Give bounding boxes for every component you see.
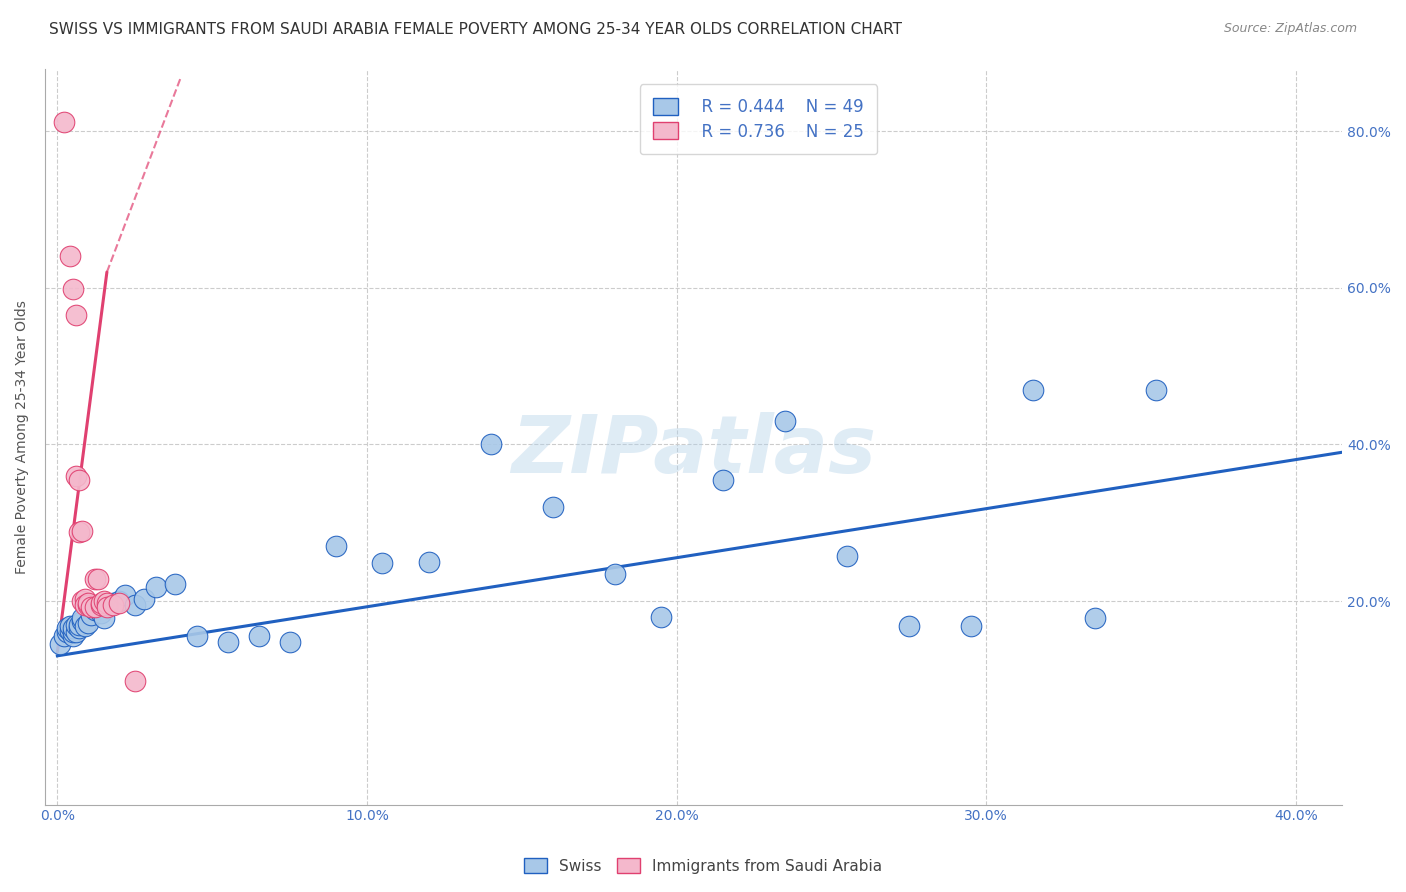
Point [96,596,118,610]
Point [65,625,87,640]
Y-axis label: Female Poverty Among 25-34 Year Olds: Female Poverty Among 25-34 Year Olds [15,300,30,574]
Point [93,611,115,625]
Point [62,625,84,640]
Point [1146,383,1168,397]
Point [86,572,108,586]
Point [145,580,167,594]
Point [897,619,920,633]
Point [114,588,136,602]
Point [132,592,155,607]
Point [70,611,93,625]
Point [371,557,394,571]
Text: SWISS VS IMMIGRANTS FROM SAUDI ARABIA FEMALE POVERTY AMONG 25-34 YEAR OLDS CORRE: SWISS VS IMMIGRANTS FROM SAUDI ARABIA FE… [49,22,903,37]
Point [96,600,118,615]
Point [77,598,100,612]
Point [59,624,82,638]
Legend: Swiss, Immigrants from Saudi Arabia: Swiss, Immigrants from Saudi Arabia [517,852,889,880]
Point [67,617,90,632]
Point [55,622,77,636]
Point [52,629,75,643]
Point [70,614,93,628]
Point [217,634,239,648]
Point [86,600,108,615]
Point [55,625,77,640]
Point [83,603,105,617]
Point [65,468,87,483]
Point [67,525,90,540]
Point [77,615,100,630]
Point [70,524,93,538]
Point [650,609,672,624]
Point [62,282,84,296]
Point [52,115,75,129]
Point [83,572,105,586]
Point [90,606,112,620]
Point [773,414,796,428]
Point [77,596,100,610]
Point [75,598,97,612]
Point [835,549,858,563]
Point [75,592,97,607]
Point [90,598,112,612]
Point [83,600,105,615]
Point [1083,611,1105,625]
Point [124,598,146,612]
Point [75,619,97,633]
Legend:   R = 0.444    N = 49,   R = 0.736    N = 25: R = 0.444 N = 49, R = 0.736 N = 25 [640,84,877,154]
Point [186,629,208,643]
Point [62,629,84,643]
Text: Source: ZipAtlas.com: Source: ZipAtlas.com [1223,22,1357,36]
Point [93,594,115,608]
Point [62,622,84,636]
Point [59,619,82,633]
Text: ZIPatlas: ZIPatlas [512,412,876,491]
Point [711,473,734,487]
Point [59,250,82,264]
Point [108,594,131,608]
Point [325,539,347,553]
Point [479,437,502,451]
Point [541,500,564,514]
Point [80,600,103,615]
Point [959,619,981,633]
Point [278,634,301,648]
Point [1021,383,1043,397]
Point [49,637,72,651]
Point [80,608,103,623]
Point [163,576,186,591]
Point [65,617,87,632]
Point [65,308,87,322]
Point [603,566,626,581]
Point [418,555,440,569]
Point [247,629,270,643]
Point [70,594,93,608]
Point [90,596,112,610]
Point [108,596,131,610]
Point [67,622,90,636]
Point [101,596,124,610]
Point [67,473,90,487]
Point [124,673,146,688]
Point [96,598,118,612]
Point [101,598,124,612]
